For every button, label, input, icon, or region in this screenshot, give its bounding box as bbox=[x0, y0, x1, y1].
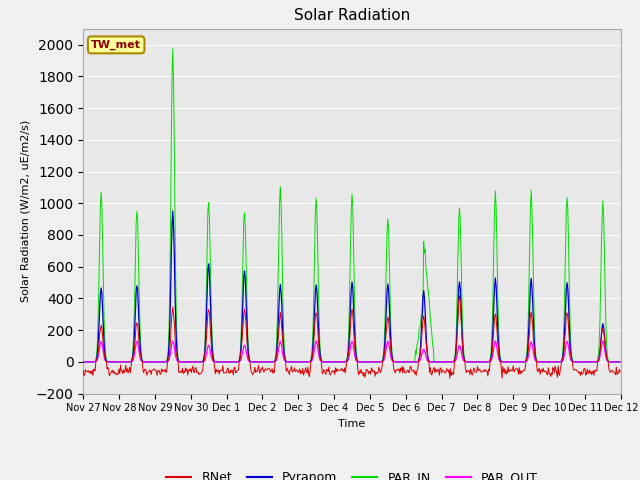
Y-axis label: Solar Radiation (W/m2, uE/m2/s): Solar Radiation (W/m2, uE/m2/s) bbox=[20, 120, 30, 302]
Legend: RNet, Pyranom, PAR_IN, PAR_OUT: RNet, Pyranom, PAR_IN, PAR_OUT bbox=[161, 467, 543, 480]
Title: Solar Radiation: Solar Radiation bbox=[294, 9, 410, 24]
Text: TW_met: TW_met bbox=[92, 40, 141, 50]
X-axis label: Time: Time bbox=[339, 419, 365, 429]
